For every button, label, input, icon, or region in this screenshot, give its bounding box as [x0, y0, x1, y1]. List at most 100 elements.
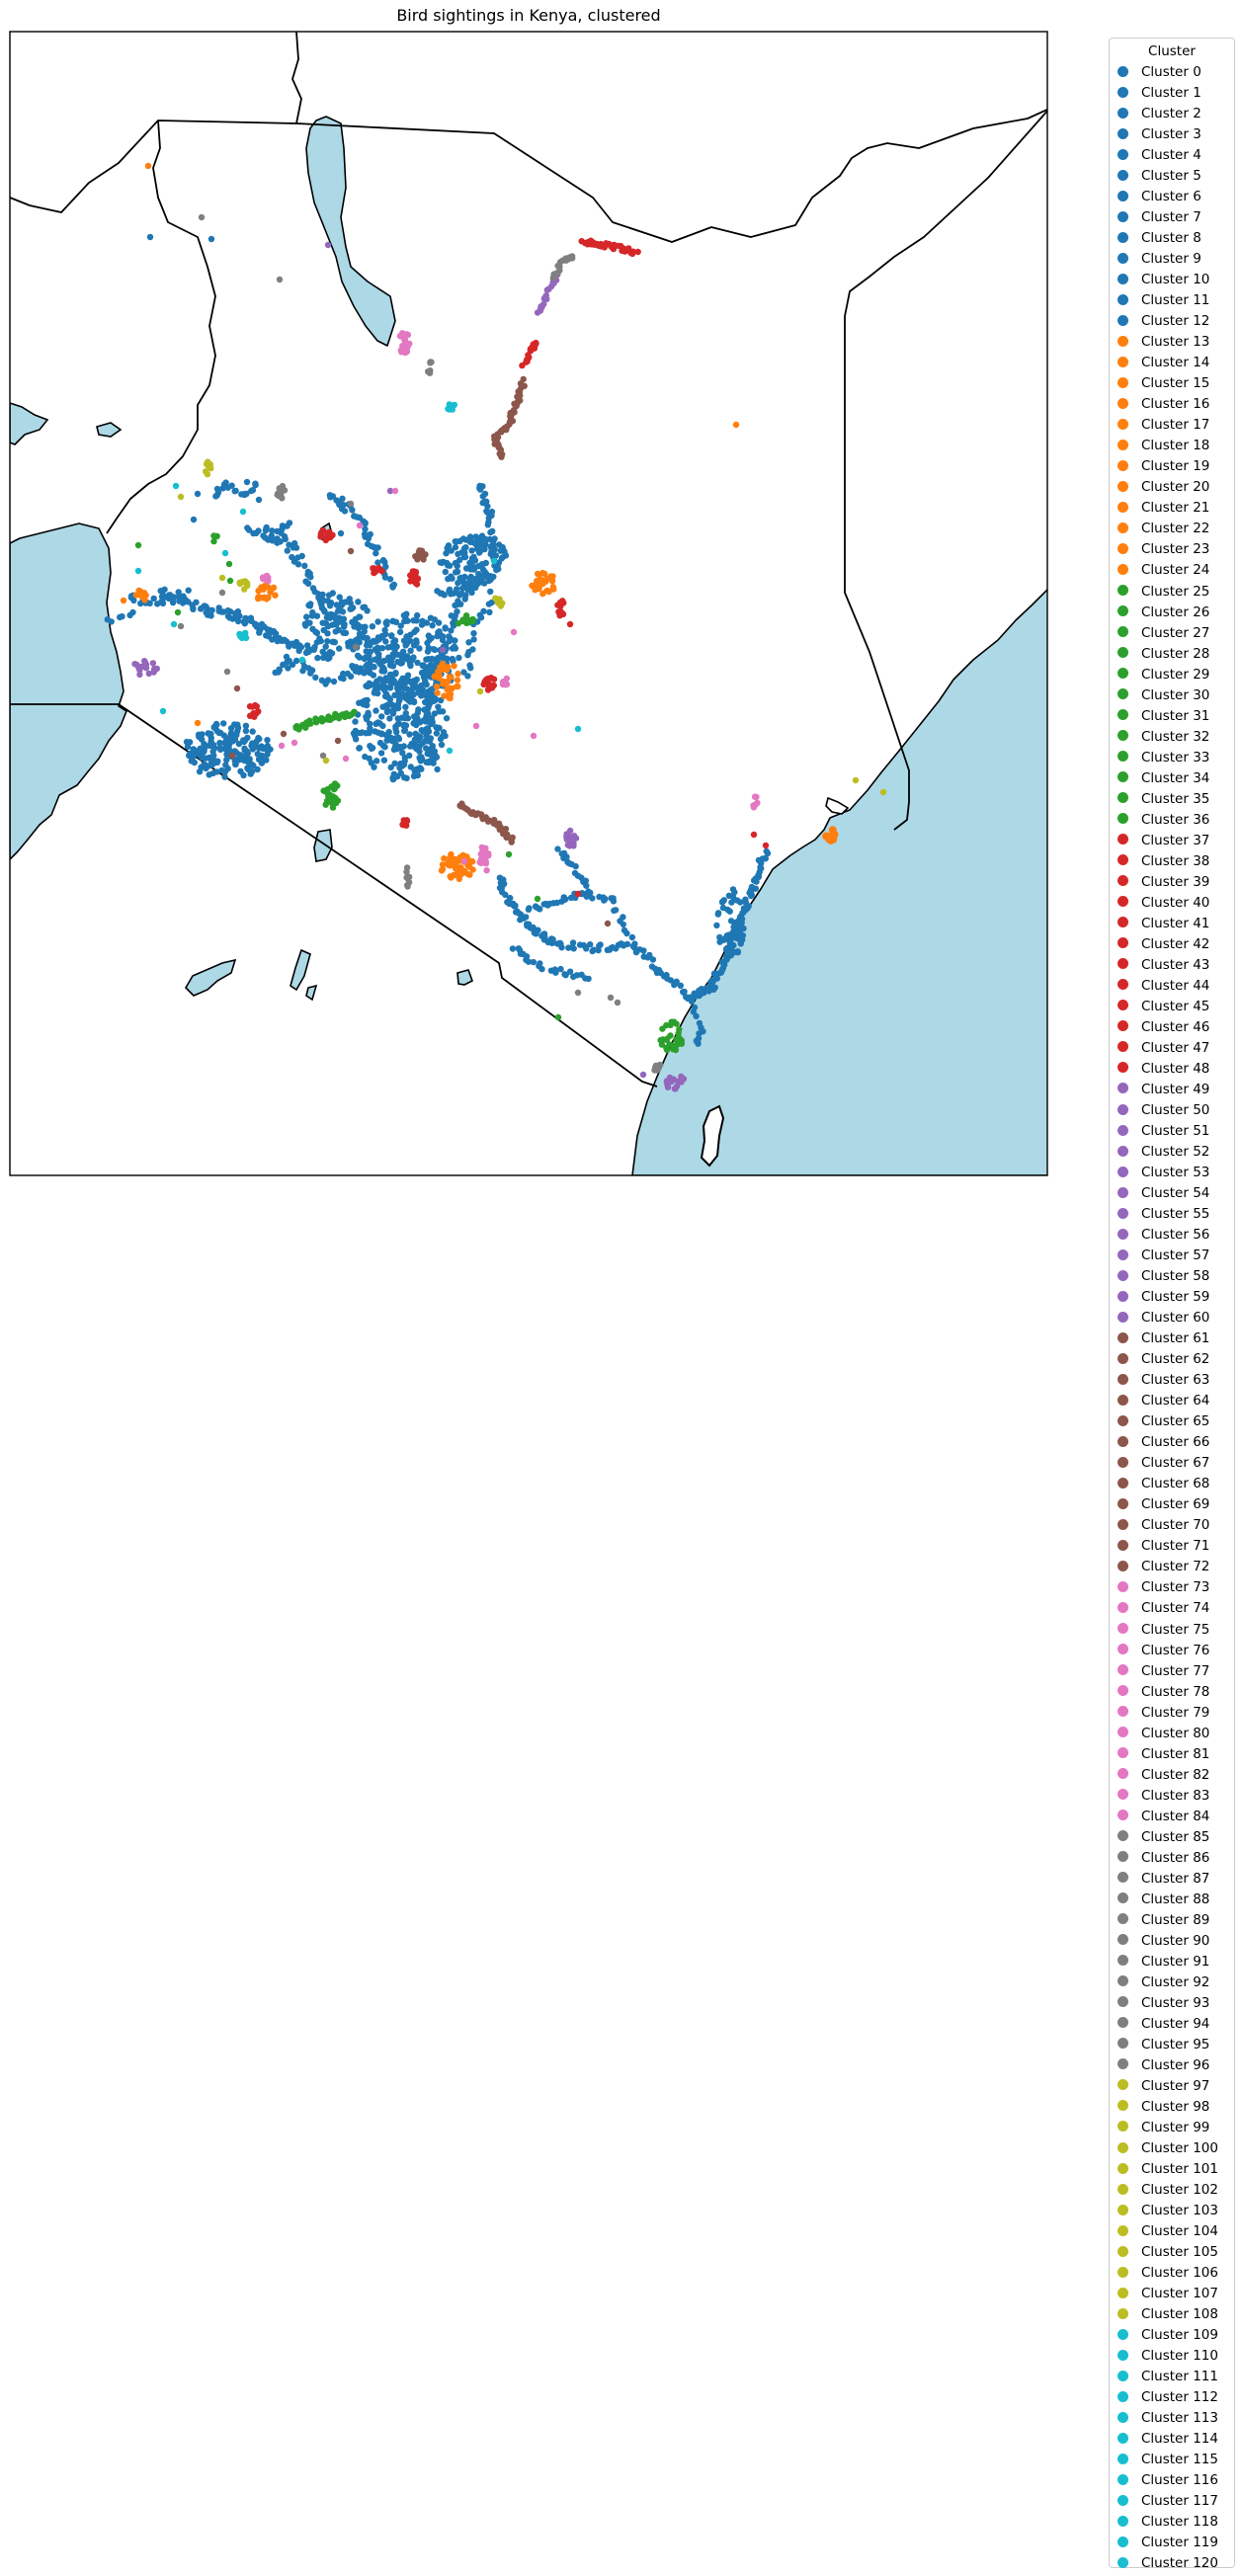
sighting-point: [389, 663, 397, 670]
legend-entry: Cluster 62: [1118, 1349, 1209, 1370]
sighting-point: [244, 765, 251, 771]
legend-marker: [1118, 1560, 1128, 1571]
sighting-point: [663, 1044, 670, 1052]
legend-label: Cluster 87: [1141, 1870, 1210, 1887]
sighting-point: [401, 714, 409, 722]
legend-marker: [1118, 210, 1128, 222]
sighting-point: [157, 599, 165, 605]
legend-label: Cluster 95: [1141, 2036, 1210, 2053]
legend-marker: [1118, 2556, 1128, 2568]
sighting-point: [490, 682, 497, 689]
sighting-point: [386, 487, 394, 495]
legend: Cluster Cluster 0 Cluster 1 Cluster 2 Clust…: [1109, 38, 1235, 2571]
sighting-point: [323, 535, 330, 542]
legend-label: Cluster 43: [1141, 956, 1210, 973]
sighting-point: [309, 585, 317, 592]
sighting-point: [285, 665, 291, 672]
legend-label: Cluster 86: [1141, 1849, 1210, 1866]
sighting-point: [438, 741, 446, 749]
sighting-point: [419, 728, 427, 735]
sighting-point: [213, 768, 220, 775]
sighting-point: [416, 748, 423, 755]
sighting-point: [294, 554, 301, 561]
sighting-point: [490, 537, 497, 544]
sighting-point: [526, 905, 533, 912]
legend-label: Cluster 18: [1141, 438, 1210, 454]
legend-entry: Cluster 54: [1118, 1183, 1209, 1204]
legend-marker: [1118, 1145, 1128, 1157]
sighting-point: [356, 638, 363, 645]
sighting-point: [135, 587, 142, 595]
sighting-point: [668, 1018, 675, 1025]
legend-label: Cluster 34: [1141, 769, 1210, 786]
sighting-point: [680, 989, 687, 996]
sighting-point: [732, 931, 740, 938]
legend-label: Cluster 32: [1141, 728, 1210, 745]
sighting-point: [433, 730, 441, 737]
sighting-point: [406, 340, 413, 348]
sighting-point: [396, 628, 404, 636]
legend-label: Cluster 19: [1141, 458, 1210, 475]
sighting-point: [324, 677, 332, 684]
legend-label: Cluster 57: [1141, 1248, 1210, 1264]
legend-label: Cluster 50: [1141, 1102, 1210, 1118]
sighting-point: [477, 850, 484, 857]
legend-label: Cluster 101: [1141, 2161, 1218, 2178]
sighting-point: [340, 675, 347, 683]
sighting-point: [623, 929, 630, 937]
sighting-point: [161, 594, 168, 601]
legend-label: Cluster 92: [1141, 1973, 1210, 1990]
sighting-point: [477, 486, 484, 493]
sighting-point: [399, 346, 406, 353]
sighting-point: [430, 760, 437, 766]
sighting-point: [166, 592, 174, 599]
lake-naivasha: [313, 829, 333, 862]
sighting-point: [290, 544, 296, 551]
sighting-point: [723, 932, 731, 939]
legend-entry: Cluster 61: [1118, 1328, 1209, 1349]
legend-label: Cluster 119: [1141, 2535, 1218, 2551]
sighting-point: [251, 709, 258, 717]
sighting-point: [159, 707, 167, 715]
sighting-point: [447, 854, 454, 861]
legend-label: Cluster 108: [1141, 2306, 1218, 2323]
legend-entry: Cluster 19: [1118, 456, 1209, 477]
sighting-point: [466, 533, 474, 540]
legend-entry: Cluster 118: [1118, 2512, 1218, 2533]
sighting-point: [144, 162, 152, 170]
sighting-point: [219, 485, 226, 492]
sighting-point: [399, 750, 406, 757]
sighting-point: [304, 580, 312, 587]
sighting-point: [385, 654, 392, 661]
legend-entry: Cluster 84: [1118, 1807, 1209, 1827]
legend-marker: [1118, 647, 1128, 659]
sighting-point: [448, 612, 455, 619]
legend-entry: Cluster 49: [1118, 1080, 1209, 1100]
sighting-point: [450, 619, 456, 627]
sighting-point: [536, 571, 542, 578]
legend-marker: [1118, 2349, 1128, 2361]
legend-entry: Cluster 105: [1118, 2242, 1218, 2263]
sighting-point: [762, 842, 770, 849]
legend-label: Cluster 71: [1141, 1538, 1210, 1555]
sighting-point: [278, 742, 286, 750]
legend-label: Cluster 44: [1141, 977, 1210, 994]
sighting-point: [225, 747, 233, 754]
sighting-point: [337, 529, 345, 537]
sighting-point: [457, 866, 464, 873]
legend-entry: Cluster 56: [1118, 1225, 1209, 1246]
legend-label: Cluster 4: [1141, 147, 1201, 164]
legend-entry: Cluster 51: [1118, 1121, 1209, 1142]
sighting-point: [728, 949, 735, 956]
sighting-point: [307, 670, 314, 677]
sighting-point: [199, 731, 206, 738]
sighting-point: [342, 755, 350, 763]
sighting-point: [548, 939, 555, 947]
sighting-point: [246, 703, 254, 710]
sighting-point: [601, 897, 608, 904]
sighting-point: [488, 547, 495, 555]
sighting-point: [372, 686, 378, 694]
sighting-point: [554, 602, 561, 608]
sighting-point: [489, 527, 496, 534]
sighting-point: [443, 641, 450, 648]
